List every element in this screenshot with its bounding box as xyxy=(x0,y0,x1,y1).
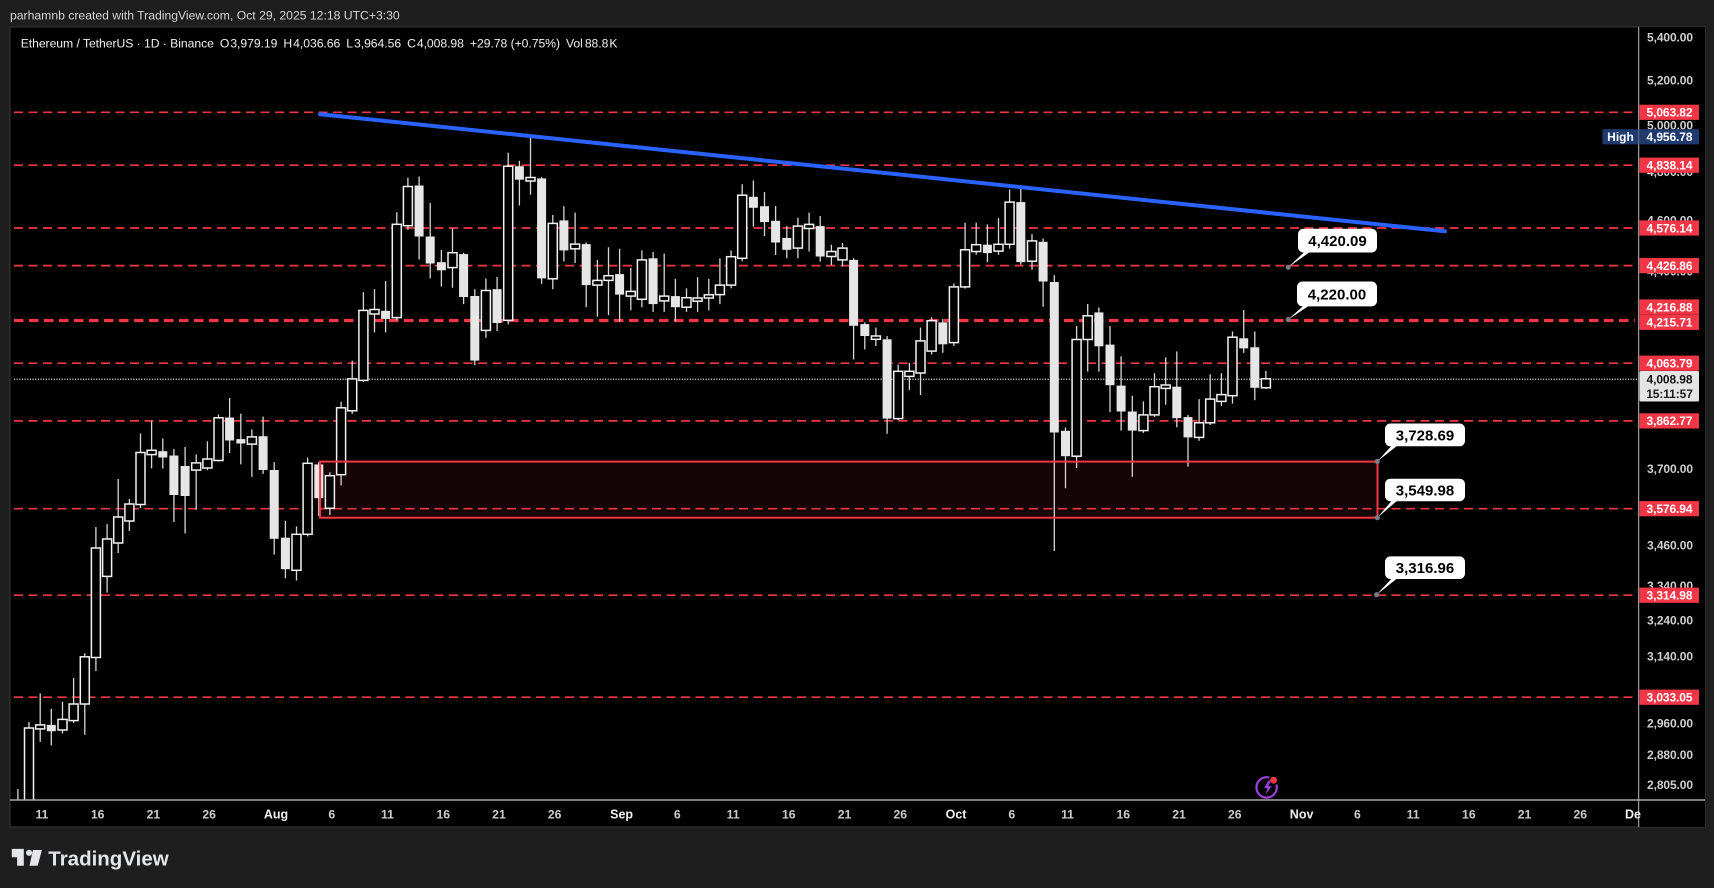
svg-text:16: 16 xyxy=(91,808,105,822)
svg-text:5,063.82: 5,063.82 xyxy=(1647,106,1693,120)
svg-text:2,880.00: 2,880.00 xyxy=(1647,748,1693,762)
svg-text:4,216.88: 4,216.88 xyxy=(1647,300,1693,314)
svg-text:TradingView: TradingView xyxy=(48,847,168,870)
svg-text:De: De xyxy=(1625,808,1641,822)
svg-text:2,805.00: 2,805.00 xyxy=(1647,778,1693,792)
svg-text:6: 6 xyxy=(1354,808,1361,822)
svg-text:3,460.00: 3,460.00 xyxy=(1647,539,1693,553)
svg-text:21: 21 xyxy=(838,808,852,822)
svg-text:11: 11 xyxy=(35,808,48,822)
svg-text:16: 16 xyxy=(1462,808,1476,822)
svg-text:Ethereum / TetherUS · 1D · Bin: Ethereum / TetherUS · 1D · Binance O3,97… xyxy=(21,37,618,51)
svg-text:16: 16 xyxy=(1116,808,1130,822)
svg-text:16: 16 xyxy=(782,808,796,822)
svg-text:26: 26 xyxy=(1574,808,1588,822)
svg-text:21: 21 xyxy=(1518,808,1532,822)
svg-text:3,033.05: 3,033.05 xyxy=(1647,691,1693,705)
svg-text:26: 26 xyxy=(894,808,908,822)
svg-text:21: 21 xyxy=(1172,808,1186,822)
svg-text:3,316.96: 3,316.96 xyxy=(1396,560,1454,577)
svg-text:4,838.14: 4,838.14 xyxy=(1647,159,1693,173)
svg-text:3,576.94: 3,576.94 xyxy=(1647,502,1693,516)
svg-text:26: 26 xyxy=(548,808,562,822)
svg-text:6: 6 xyxy=(328,808,335,822)
svg-text:4,063.79: 4,063.79 xyxy=(1647,357,1693,371)
svg-text:4,008.98: 4,008.98 xyxy=(1647,372,1693,386)
svg-text:11: 11 xyxy=(1407,808,1420,822)
svg-text:5,200.00: 5,200.00 xyxy=(1647,74,1693,88)
svg-text:6: 6 xyxy=(674,808,681,822)
svg-text:3,728.69: 3,728.69 xyxy=(1396,427,1454,444)
svg-text:Aug: Aug xyxy=(264,808,288,822)
svg-text:4,576.14: 4,576.14 xyxy=(1647,221,1693,235)
svg-text:11: 11 xyxy=(1061,808,1074,822)
svg-text:6: 6 xyxy=(1008,808,1015,822)
svg-text:3,240.00: 3,240.00 xyxy=(1647,613,1693,627)
svg-text:Sep: Sep xyxy=(610,808,633,822)
svg-text:2,960.00: 2,960.00 xyxy=(1647,717,1693,731)
svg-text:3,314.98: 3,314.98 xyxy=(1647,589,1693,603)
svg-text:4,215.71: 4,215.71 xyxy=(1647,316,1693,330)
svg-text:11: 11 xyxy=(727,808,740,822)
svg-text:4,426.86: 4,426.86 xyxy=(1647,259,1693,273)
svg-text:5,400.00: 5,400.00 xyxy=(1647,31,1693,45)
svg-text:3,700.00: 3,700.00 xyxy=(1647,462,1693,476)
svg-text:26: 26 xyxy=(1228,808,1242,822)
svg-text:11: 11 xyxy=(381,808,394,822)
svg-text:3,140.00: 3,140.00 xyxy=(1647,649,1693,663)
svg-text:Nov: Nov xyxy=(1290,808,1314,822)
svg-text:16: 16 xyxy=(436,808,450,822)
svg-text:5,000.00: 5,000.00 xyxy=(1647,118,1693,132)
svg-text:High: High xyxy=(1607,130,1634,144)
svg-text:4,956.78: 4,956.78 xyxy=(1647,130,1693,144)
svg-text:15:11:57: 15:11:57 xyxy=(1646,387,1693,401)
svg-text:3,862.77: 3,862.77 xyxy=(1647,414,1693,428)
svg-text:4,220.00: 4,220.00 xyxy=(1308,286,1366,303)
svg-text:21: 21 xyxy=(147,808,161,822)
svg-text:4,420.09: 4,420.09 xyxy=(1308,233,1366,250)
svg-text:Oct: Oct xyxy=(946,808,968,822)
svg-text:26: 26 xyxy=(202,808,216,822)
svg-text:3,549.98: 3,549.98 xyxy=(1396,482,1454,499)
svg-text:parhamnb created with TradingV: parhamnb created with TradingView.com, O… xyxy=(10,9,400,23)
svg-text:21: 21 xyxy=(492,808,506,822)
